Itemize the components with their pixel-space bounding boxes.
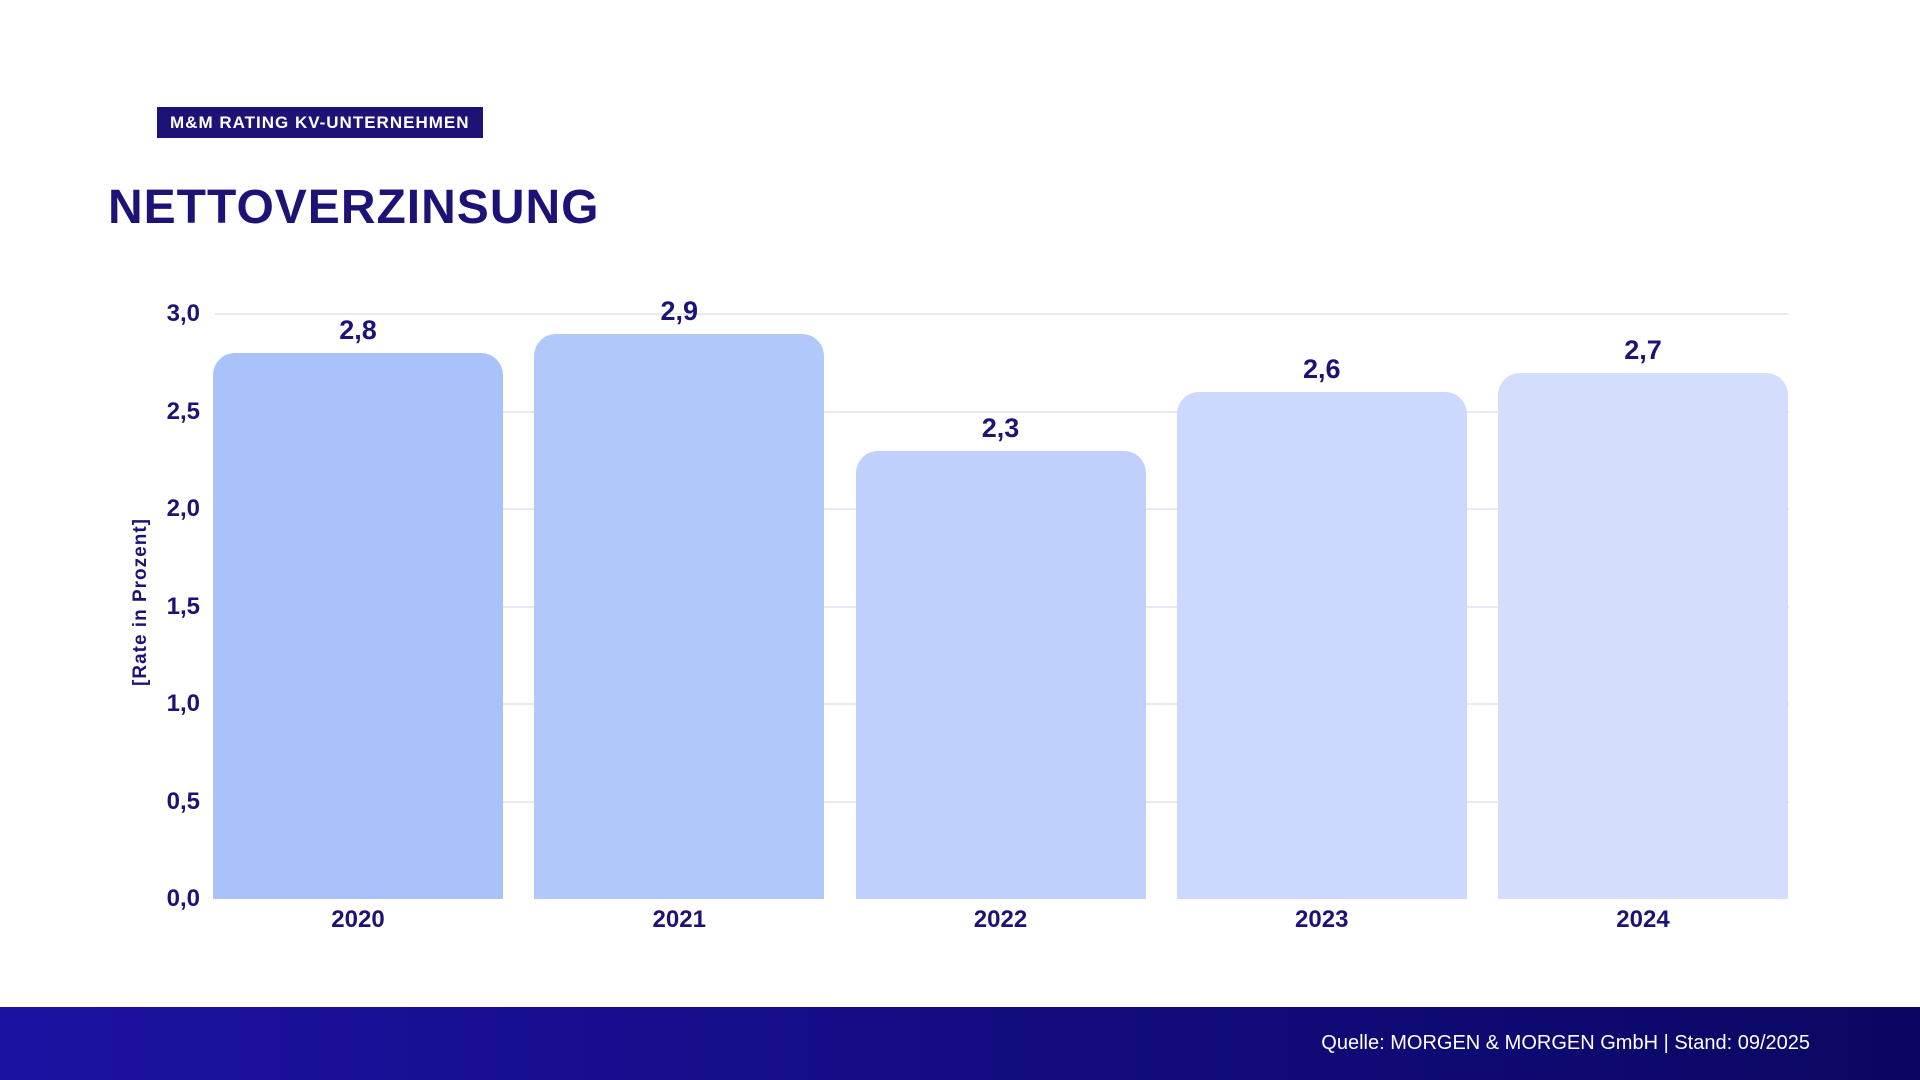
footer-bar: Quelle: MORGEN & MORGEN GmbH | Stand: 09… (0, 1007, 1920, 1080)
y-tick-label: 2,5 (166, 397, 200, 425)
x-tick-label: 2022 (973, 906, 1028, 933)
page-title: NETTOVERZINSUNG (108, 181, 600, 235)
bar-2022 (855, 450, 1146, 899)
y-tick-label: 1,0 (166, 690, 200, 717)
bar-2020 (213, 353, 503, 899)
bar-value-label: 2,6 (1302, 354, 1341, 384)
source-credit: Quelle: MORGEN & MORGEN GmbH | Stand: 09… (1321, 1032, 1810, 1054)
y-tick-label: 2,0 (166, 495, 200, 522)
bar-2024 (1498, 372, 1788, 899)
bar-2021 (534, 333, 825, 899)
y-tick-label: 1,5 (166, 592, 200, 620)
bar-2023 (1176, 392, 1467, 899)
y-tick-label: 3,0 (166, 300, 200, 327)
bar-value-label: 2,7 (1624, 334, 1662, 365)
category-badge: M&M RATING KV-UNTERNEHMEN (157, 107, 483, 138)
x-tick-label: 2021 (652, 906, 706, 933)
y-tick-label: 0,0 (166, 885, 200, 912)
bar-value-label: 2,3 (981, 412, 1020, 443)
gridline (215, 410, 1789, 413)
x-tick-label: 2023 (1295, 906, 1349, 933)
bar-value-label: 2,9 (660, 295, 699, 326)
y-tick-label: 0,5 (166, 787, 200, 815)
category-badge-label: M&M RATING KV-UNTERNEHMEN (170, 113, 470, 132)
x-tick-label: 2020 (331, 906, 385, 933)
x-tick-label: 2024 (1616, 906, 1670, 933)
gridline (215, 313, 1789, 315)
bar-value-label: 2,8 (339, 315, 377, 345)
